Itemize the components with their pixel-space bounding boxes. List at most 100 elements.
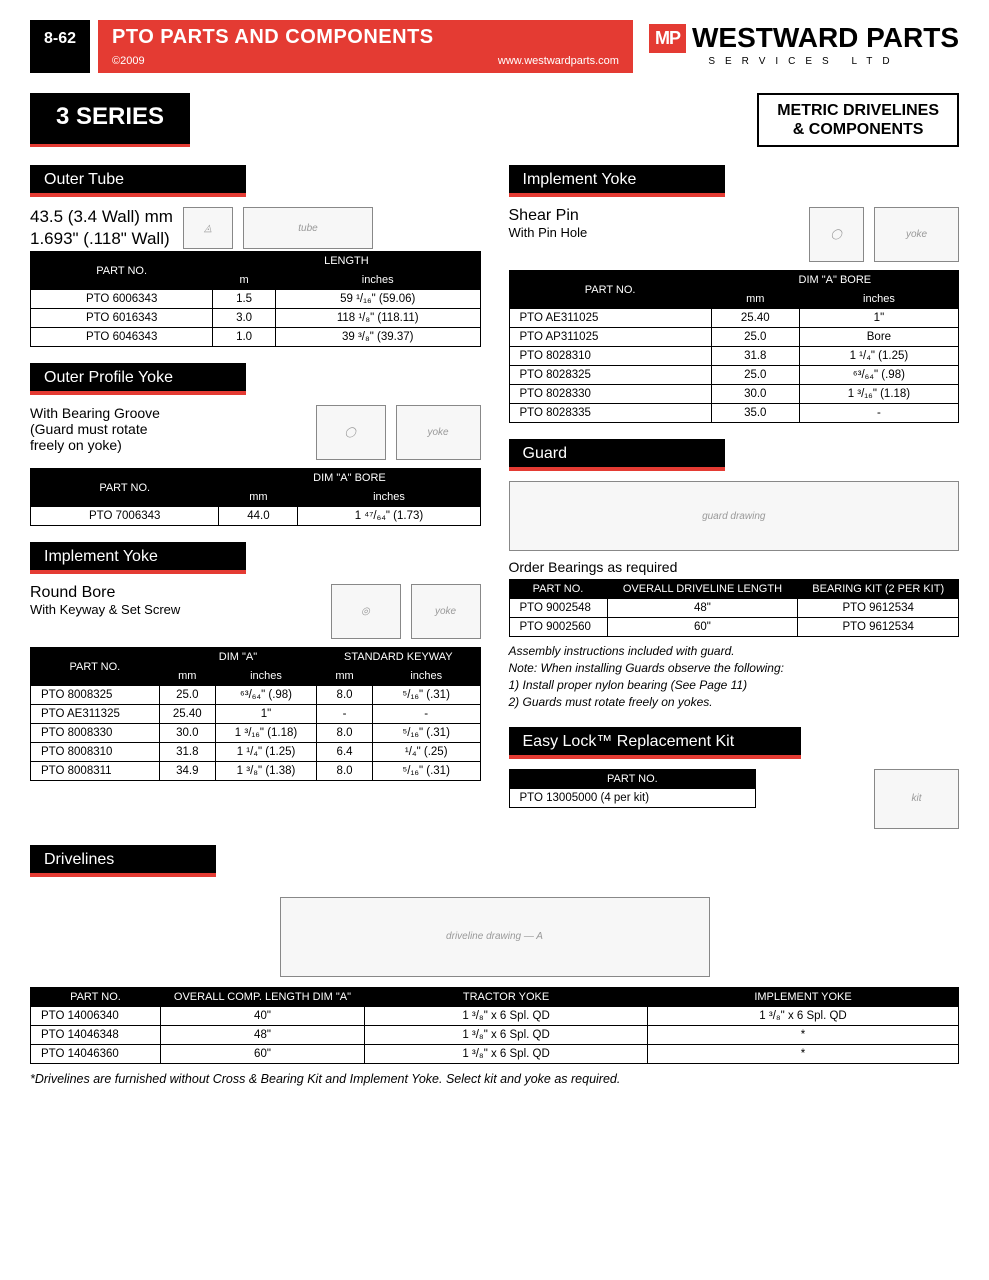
table-row: PTO 800831134.91 ³/₈" (1.38)8.0⁵/₁₆" (.3… xyxy=(31,762,481,781)
side-box-line1: METRIC DRIVELINES xyxy=(777,101,939,120)
th-m: m xyxy=(213,271,276,290)
brand-block: MP WESTWARD PARTS SERVICES LTD xyxy=(641,20,959,73)
table-row: PTO AE31102525.401" xyxy=(509,309,959,328)
opy-rows: PTO 700634344.01 ⁴⁷/₆₄" (1.73) xyxy=(31,507,481,526)
guard-note2: Note: When installing Guards observe the… xyxy=(509,660,960,677)
table-row: PTO 900254848"PTO 9612534 xyxy=(509,599,959,618)
table-row: PTO 800832525.0⁶³/₆₄" (.98)8.0⁵/₁₆" (.31… xyxy=(31,686,481,705)
th-inches: inches xyxy=(298,488,480,507)
shear-side-icon: yoke xyxy=(874,207,959,262)
table-row: PTO 802832525.0⁶³/₆₄" (.98) xyxy=(509,366,959,385)
th-implement: IMPLEMENT YOKE xyxy=(648,987,959,1006)
drivelines-section: Drivelines driveline drawing — A PART NO… xyxy=(30,845,959,1086)
iyr-sub1: Round Bore xyxy=(30,584,180,602)
iys-rows: PTO AE31102525.401" PTO AP31102525.0Bore… xyxy=(509,309,959,423)
implement-yoke-shear-section: Implement Yoke Shear Pin With Pin Hole ◯… xyxy=(509,165,960,423)
table-row: PTO 900256060"PTO 9612534 xyxy=(509,618,959,637)
guard-order: Order Bearings as required xyxy=(509,559,960,575)
guard-assembly-icon: guard drawing xyxy=(509,481,960,551)
side-box-line2: & COMPONENTS xyxy=(777,120,939,139)
header-red-bar: PTO PARTS AND COMPONENTS ©2009 www.westw… xyxy=(98,20,633,73)
iyr-rows: PTO 800832525.0⁶³/₆₄" (.98)8.0⁵/₁₆" (.31… xyxy=(31,686,481,781)
th-dim: DIM "A" BORE xyxy=(219,469,480,488)
header-title: PTO PARTS AND COMPONENTS xyxy=(112,26,619,49)
guard-note4: 2) Guards must rotate freely on yokes. xyxy=(509,694,960,711)
outer-tube-table: PART NO. LENGTH m inches PTO 60063431.55… xyxy=(30,251,481,347)
th-mm: mm xyxy=(159,667,215,686)
implement-yoke-shear-table: PART NO. DIM "A" BORE mm inches PTO AE31… xyxy=(509,270,960,423)
implement-yoke-round-section: Implement Yoke Round Bore With Keyway & … xyxy=(30,542,481,781)
guard-section: Guard guard drawing Order Bearings as re… xyxy=(509,439,960,710)
iys-sub2: With Pin Hole xyxy=(509,225,588,240)
series-badge: 3 SERIES xyxy=(30,93,190,147)
implement-yoke-round-table: PART NO. DIM "A" STANDARD KEYWAY mm inch… xyxy=(30,647,481,781)
th-length: LENGTH xyxy=(213,252,480,271)
table-row: PTO 800833030.01 ³/₁₆" (1.18)8.0⁵/₁₆" (.… xyxy=(31,724,481,743)
th-tractor: TRACTOR YOKE xyxy=(365,987,648,1006)
tube-cross-section-icon: ◬ xyxy=(183,207,233,249)
header-url: www.westwardparts.com xyxy=(498,55,619,67)
table-row: PTO 800831031.81 ¹/₄" (1.25)6.4¹/₄" (.25… xyxy=(31,743,481,762)
easylock-part: PTO 13005000 (4 per kit) xyxy=(509,788,756,807)
bore-front-icon: ◎ xyxy=(331,584,401,639)
bore-side-icon: yoke xyxy=(411,584,481,639)
drivelines-table: PART NO. OVERALL COMP. LENGTH DIM "A" TR… xyxy=(30,987,959,1064)
th-partno: PART NO. xyxy=(509,580,607,599)
brand-logo-icon: MP xyxy=(649,24,686,53)
th-dim: DIM "A" BORE xyxy=(711,271,958,290)
th-inches: inches xyxy=(799,290,958,309)
table-row: PTO 60063431.559 ¹/₁₆" (59.06) xyxy=(31,290,481,309)
guard-rows: PTO 900254848"PTO 9612534 PTO 900256060"… xyxy=(509,599,959,637)
table-row: PTO AE31132525.401"-- xyxy=(31,705,481,724)
page-number: 8-62 xyxy=(30,20,90,73)
section-title: Drivelines xyxy=(30,845,216,877)
th-len: OVERALL DRIVELINE LENGTH xyxy=(607,580,798,599)
outer-profile-yoke-section: Outer Profile Yoke With Bearing Groove (… xyxy=(30,363,481,526)
th-inches: inches xyxy=(215,667,316,686)
drivelines-footnote: *Drivelines are furnished without Cross … xyxy=(30,1072,959,1086)
tube-side-icon: tube xyxy=(243,207,373,249)
th-len: OVERALL COMP. LENGTH DIM "A" xyxy=(160,987,364,1006)
outer-tube-spec2: 1.693" (.118" Wall) xyxy=(30,229,173,249)
table-row: PTO 802831031.81 ¹/₄" (1.25) xyxy=(509,347,959,366)
th-dima: DIM "A" xyxy=(159,648,316,667)
th-mm: mm xyxy=(219,488,298,507)
outer-profile-yoke-table: PART NO. DIM "A" BORE mm inches PTO 7006… xyxy=(30,468,481,526)
outer-tube-section: Outer Tube 43.5 (3.4 Wall) mm 1.693" (.1… xyxy=(30,165,481,347)
page-header: 8-62 PTO PARTS AND COMPONENTS ©2009 www.… xyxy=(30,20,959,73)
drivelines-rows: PTO 1400634040"1 ³/₈" x 6 Spl. QD1 ³/₈" … xyxy=(31,1006,959,1063)
opy-sub3: freely on yoke) xyxy=(30,437,160,453)
shear-front-icon: ◯ xyxy=(809,207,864,262)
th-kit: BEARING KIT (2 PER KIT) xyxy=(798,580,959,599)
table-row: PTO 802833535.0- xyxy=(509,404,959,423)
easylock-table: PART NO. PTO 13005000 (4 per kit) xyxy=(509,769,757,808)
brand-subtitle: SERVICES LTD xyxy=(649,56,959,67)
th-partno: PART NO. xyxy=(31,252,213,290)
th-mm: mm xyxy=(317,667,373,686)
opy-sub1: With Bearing Groove xyxy=(30,405,160,421)
th-partno: PART NO. xyxy=(31,987,161,1006)
th-inches: inches xyxy=(372,667,480,686)
th-partno: PART NO. xyxy=(509,271,711,309)
easylock-icon: kit xyxy=(874,769,959,829)
th-inches: inches xyxy=(275,271,480,290)
section-title: Outer Profile Yoke xyxy=(30,363,246,395)
guard-note1: Assembly instructions included with guar… xyxy=(509,643,960,660)
table-row: PTO 802833030.01 ³/₁₆" (1.18) xyxy=(509,385,959,404)
table-row: PTO 700634344.01 ⁴⁷/₆₄" (1.73) xyxy=(31,507,481,526)
section-title: Outer Tube xyxy=(30,165,246,197)
guard-note3: 1) Install proper nylon bearing (See Pag… xyxy=(509,677,960,694)
table-row: PTO 1404634848"1 ³/₈" x 6 Spl. QD* xyxy=(31,1025,959,1044)
opy-sub2: (Guard must rotate xyxy=(30,421,160,437)
easylock-section: Easy Lock™ Replacement Kit PART NO. PTO … xyxy=(509,727,960,829)
table-row: PTO 60163433.0118 ¹/₈" (118.11) xyxy=(31,309,481,328)
section-title: Implement Yoke xyxy=(509,165,725,197)
yoke-side-icon: yoke xyxy=(396,405,481,460)
th-partno: PART NO. xyxy=(509,769,756,788)
guard-table: PART NO. OVERALL DRIVELINE LENGTH BEARIN… xyxy=(509,579,960,637)
iys-sub1: Shear Pin xyxy=(509,207,588,225)
side-box: METRIC DRIVELINES & COMPONENTS xyxy=(757,93,959,147)
th-keyway: STANDARD KEYWAY xyxy=(317,648,480,667)
outer-tube-rows: PTO 60063431.559 ¹/₁₆" (59.06) PTO 60163… xyxy=(31,290,481,347)
section-title: Guard xyxy=(509,439,725,471)
